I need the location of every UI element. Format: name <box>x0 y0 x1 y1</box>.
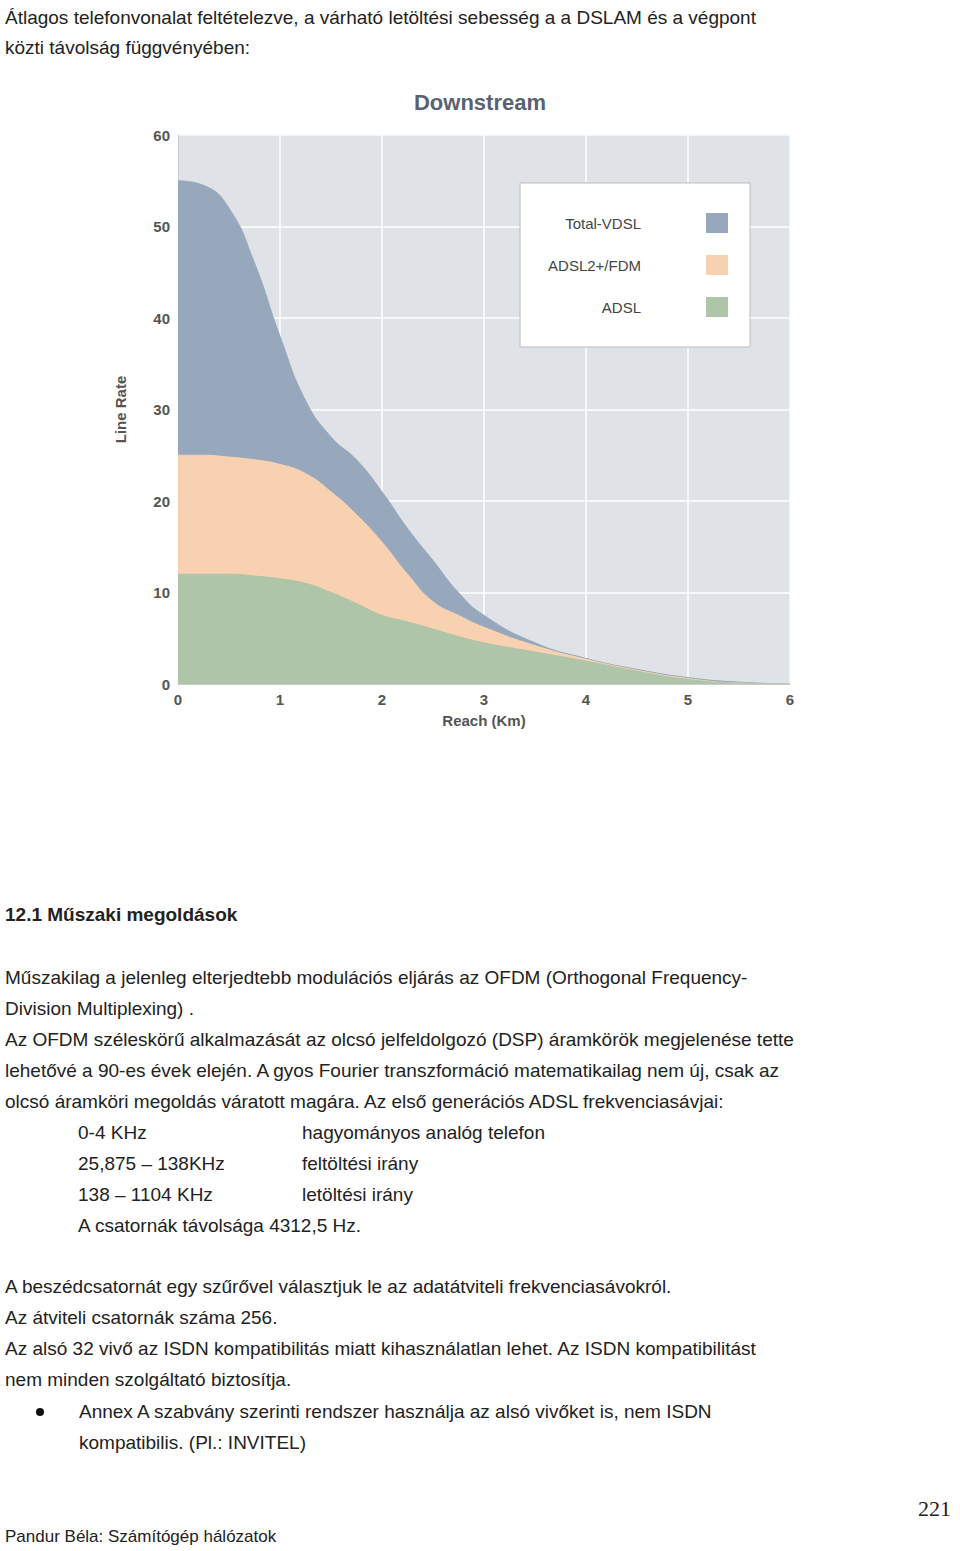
svg-text:ADSL2+/FDM: ADSL2+/FDM <box>548 257 641 274</box>
html-text:A csatornák távolsága 4312,5 H: A csatornák távolsága 4312,5 Hz. <box>78 1215 362 1236</box>
html-text:kompatibilis. (Pl.: INVITEL): kompatibilis. (Pl.: INVITEL) <box>79 1432 306 1453</box>
svg-text:3: 3 <box>480 691 488 708</box>
svg-text:6: 6 <box>786 691 794 708</box>
html-text:138 – 1104 KHz: 138 – 1104 KHz <box>78 1184 213 1205</box>
svg-text:Line Rate: Line Rate <box>112 376 129 444</box>
html-text:hagyományos analóg telefon: hagyományos analóg telefon <box>302 1122 545 1143</box>
html-text:letöltési irány: letöltési irány <box>302 1184 413 1205</box>
svg-text:4: 4 <box>582 691 591 708</box>
html-text:közti távolság függvényében:: közti távolság függvényében: <box>5 37 251 58</box>
html-text:lehetővé a 90-es évek elején.: lehetővé a 90-es évek elején. A gyos Fou… <box>5 1060 780 1081</box>
svg-text:0: 0 <box>174 691 182 708</box>
html-text:A beszédcsatornát egy szűrővel: A beszédcsatornát egy szűrővel választju… <box>5 1276 672 1297</box>
svg-text:50: 50 <box>153 218 170 235</box>
svg-text:ADSL: ADSL <box>602 299 641 316</box>
html-text:Az alsó 32 vivő az ISDN kompat: Az alsó 32 vivő az ISDN kompatibilitás m… <box>5 1338 756 1359</box>
svg-text:0: 0 <box>162 676 170 693</box>
html-text:221: 221 <box>918 1496 951 1521</box>
html-text:Az OFDM széleskörű alkalmazásá: Az OFDM széleskörű alkalmazását az olcsó… <box>5 1029 794 1050</box>
svg-text:40: 40 <box>153 310 170 327</box>
svg-text:Downstream: Downstream <box>414 90 546 115</box>
svg-text:60: 60 <box>153 127 170 144</box>
html-text:Műszakilag a jelenleg elterjed: Műszakilag a jelenleg elterjedtebb modul… <box>5 967 748 988</box>
svg-text:1: 1 <box>276 691 284 708</box>
html-text:olcsó áramköri megoldás várato: olcsó áramköri megoldás váratott magára.… <box>5 1091 724 1112</box>
html-text:Pandur Béla: Számítógép hálóza: Pandur Béla: Számítógép hálózatok <box>5 1527 277 1546</box>
html-text:Division Multiplexing) .: Division Multiplexing) . <box>5 998 194 1019</box>
svg-text:5: 5 <box>684 691 692 708</box>
html-text:Átlagos telefonvonalat feltéte: Átlagos telefonvonalat feltételezve, a v… <box>5 7 756 28</box>
html-text:Az átviteli csatornák száma 25: Az átviteli csatornák száma 256. <box>5 1307 278 1328</box>
svg-text:30: 30 <box>153 401 170 418</box>
svg-text:2: 2 <box>378 691 386 708</box>
svg-text:10: 10 <box>153 584 170 601</box>
html-text:Annex A szabvány szerinti rend: Annex A szabvány szerinti rendszer haszn… <box>79 1401 712 1422</box>
svg-text:Total-VDSL: Total-VDSL <box>565 215 641 232</box>
svg-text:Reach (Km): Reach (Km) <box>442 712 525 729</box>
svg-text:20: 20 <box>153 493 170 510</box>
html-text:feltöltési irány: feltöltési irány <box>302 1153 419 1174</box>
html-text:25,875 – 138KHz: 25,875 – 138KHz <box>78 1153 225 1174</box>
html-text:0-4 KHz: 0-4 KHz <box>78 1122 147 1143</box>
html-text:nem minden szolgáltató biztosí: nem minden szolgáltató biztosítja. <box>5 1369 292 1390</box>
html-text:12.1 Műszaki megoldások: 12.1 Műszaki megoldások <box>5 904 238 925</box>
